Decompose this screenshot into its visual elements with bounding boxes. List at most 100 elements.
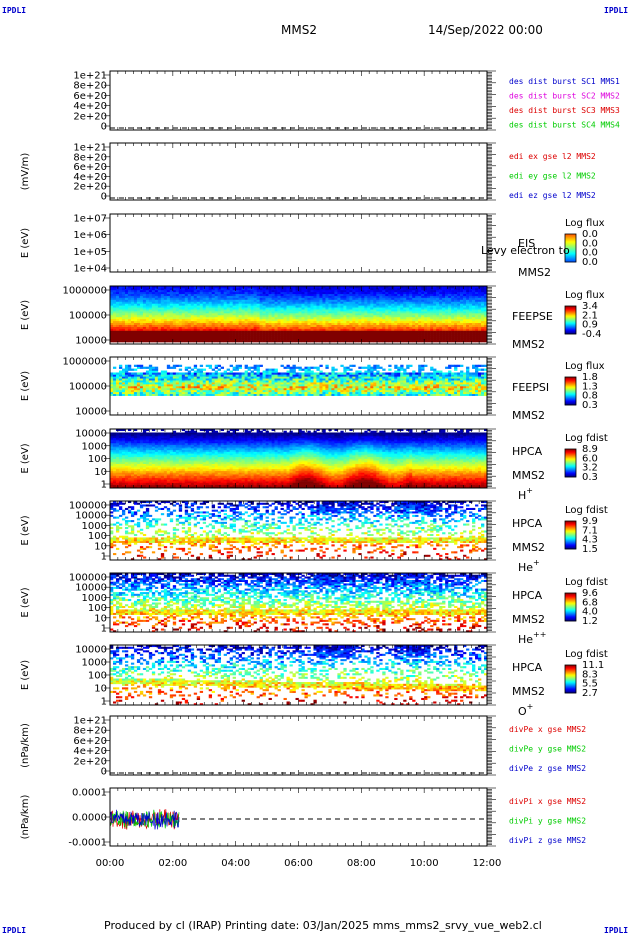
heatmap-cell	[188, 317, 191, 319]
heatmap-cell	[170, 384, 173, 386]
heatmap-cell	[167, 327, 170, 329]
heatmap-cell	[370, 323, 373, 325]
heatmap-cell	[137, 303, 140, 305]
heatmap-cell	[212, 327, 215, 329]
heatmap-cell	[281, 309, 284, 311]
heatmap-cell	[260, 332, 263, 334]
heatmap-cell	[176, 388, 179, 390]
heatmap-cell	[257, 290, 260, 292]
heatmap-cell	[394, 294, 397, 296]
heatmap-cell	[331, 319, 334, 321]
heatmap-cell	[233, 317, 236, 319]
heatmap-cell	[158, 290, 161, 292]
heatmap-cell	[388, 327, 391, 329]
heatmap-cell	[125, 380, 128, 382]
heatmap-cell	[442, 294, 445, 296]
heatmap-cell	[152, 338, 155, 340]
heatmap-cell	[212, 325, 215, 327]
heatmap-cell	[251, 315, 254, 317]
heatmap-cell	[131, 319, 134, 321]
heatmap-cell	[263, 301, 266, 303]
heatmap-cell	[304, 296, 307, 298]
heatmap-cell	[418, 327, 421, 329]
heatmap-cell	[290, 319, 293, 321]
heatmap-cell	[433, 325, 436, 327]
heatmap-cell	[406, 325, 409, 327]
heatmap-cell	[478, 334, 481, 336]
heatmap-cell	[122, 330, 125, 332]
heatmap-cell	[445, 319, 448, 321]
heatmap-cell	[299, 298, 302, 300]
heatmap-cell	[266, 330, 269, 332]
heatmap-cell	[296, 315, 299, 317]
heatmap-cell	[173, 367, 176, 369]
heatmap-cell	[155, 296, 158, 298]
heatmap-cell	[245, 382, 248, 384]
heatmap-cell	[346, 334, 349, 336]
heatmap-cell	[412, 309, 415, 311]
heatmap-cell	[182, 380, 185, 382]
heatmap-cell	[119, 380, 122, 382]
heatmap-cell	[173, 301, 176, 303]
heatmap-cell	[278, 329, 281, 331]
heatmap-cell	[409, 315, 412, 317]
heatmap-cell	[161, 394, 164, 396]
heatmap-cell	[325, 301, 328, 303]
heatmap-cell	[287, 288, 290, 290]
heatmap-cell	[290, 340, 293, 342]
heatmap-cell	[242, 319, 245, 321]
heatmap-cell	[340, 334, 343, 336]
heatmap-cell	[403, 340, 406, 342]
heatmap-cell	[155, 384, 158, 386]
heatmap-cell	[400, 305, 403, 307]
heatmap-cell	[293, 296, 296, 298]
heatmap-cell	[188, 380, 191, 382]
heatmap-cell	[119, 330, 122, 332]
heatmap-cell	[194, 386, 197, 388]
heatmap-cell	[188, 294, 191, 296]
heatmap-cell	[227, 323, 230, 325]
heatmap-cell	[182, 374, 185, 376]
heatmap-cell	[331, 307, 334, 309]
heatmap-cell	[478, 329, 481, 331]
heatmap-cell	[409, 327, 412, 329]
heatmap-cell	[424, 305, 427, 307]
heatmap-cell	[439, 294, 442, 296]
heatmap-cell	[313, 323, 316, 325]
heatmap-cell	[227, 294, 230, 296]
heatmap-cell	[481, 325, 484, 327]
heatmap-cell	[442, 301, 445, 303]
heatmap-cell	[182, 321, 185, 323]
heatmap-cell	[469, 292, 472, 294]
heatmap-cell	[245, 301, 248, 303]
heatmap-cell	[301, 294, 304, 296]
heatmap-cell	[421, 336, 424, 338]
heatmap-cell	[475, 311, 478, 313]
heatmap-cell	[436, 292, 439, 294]
heatmap-cell	[179, 336, 182, 338]
heatmap-cell	[469, 300, 472, 302]
heatmap-cell	[397, 336, 400, 338]
heatmap-cell	[161, 378, 164, 380]
heatmap-cell	[227, 392, 230, 394]
heatmap-cell	[242, 300, 245, 302]
heatmap-cell	[173, 376, 176, 378]
heatmap-cell	[242, 305, 245, 307]
heatmap-cell	[397, 311, 400, 313]
heatmap-cell	[349, 340, 352, 342]
heatmap-cell	[469, 303, 472, 305]
heatmap-cell	[128, 307, 131, 309]
heatmap-cell	[170, 313, 173, 315]
heatmap-cell	[194, 334, 197, 336]
heatmap-cell	[284, 315, 287, 317]
heatmap-cell	[191, 392, 194, 394]
heatmap-cell	[128, 334, 131, 336]
heatmap-cell	[191, 376, 194, 378]
heatmap-cell	[331, 290, 334, 292]
heatmap-cell	[373, 321, 376, 323]
heatmap-cell	[340, 288, 343, 290]
heatmap-cell	[209, 303, 212, 305]
heatmap-cell	[209, 392, 212, 394]
heatmap-cell	[478, 340, 481, 342]
heatmap-cell	[478, 303, 481, 305]
